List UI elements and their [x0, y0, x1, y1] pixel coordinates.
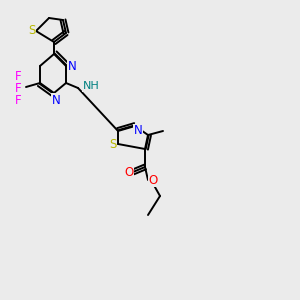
Text: S: S [109, 137, 117, 151]
Text: S: S [28, 23, 36, 37]
Text: N: N [52, 94, 60, 106]
Text: NH: NH [83, 81, 100, 91]
Text: O: O [148, 173, 158, 187]
Text: F: F [15, 70, 21, 83]
Text: F: F [15, 82, 21, 94]
Text: F: F [15, 94, 21, 106]
Text: O: O [124, 166, 134, 178]
Text: N: N [68, 59, 76, 73]
Text: N: N [134, 124, 142, 137]
